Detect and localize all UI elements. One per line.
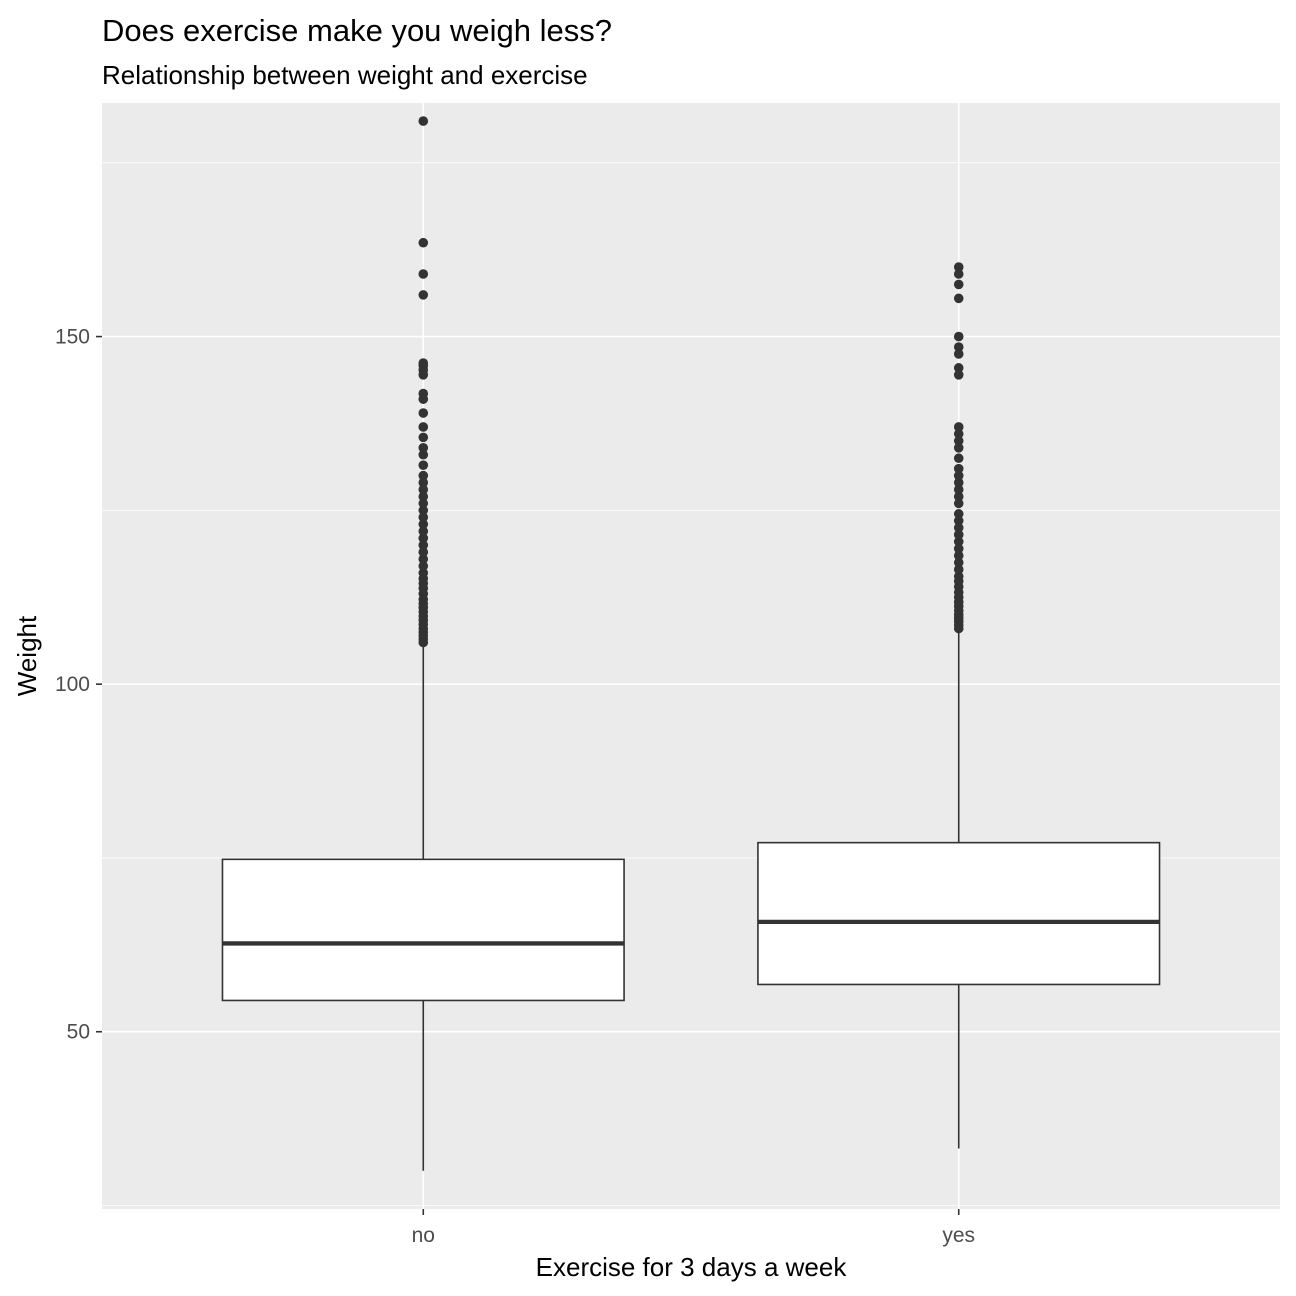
outlier-point <box>418 290 429 300</box>
box-layer <box>221 116 1161 1171</box>
iqr-box <box>221 858 625 1002</box>
outlier-point <box>953 422 964 432</box>
outlier-point <box>418 388 429 399</box>
y-tick-label: 150 <box>55 326 90 349</box>
outlier-point <box>953 564 964 575</box>
outlier-point <box>953 370 964 380</box>
outlier-point <box>418 470 429 481</box>
outlier-point <box>953 442 964 453</box>
outlier-point <box>418 561 429 571</box>
outlier-point <box>418 477 429 488</box>
outlier-point <box>418 519 429 530</box>
outlier-point <box>418 449 429 460</box>
outlier-point <box>418 422 429 432</box>
outlier-point <box>418 460 429 470</box>
outlier-point <box>418 498 429 509</box>
outlier-point <box>953 349 964 359</box>
outlier-point <box>953 463 964 474</box>
outlier-point <box>953 550 964 561</box>
outlier-point <box>418 505 429 516</box>
chart-subtitle: Relationship between weight and exercise <box>102 60 588 90</box>
outlier-point <box>418 554 429 564</box>
outlier-point <box>418 526 429 537</box>
outlier-point <box>953 571 964 582</box>
outlier-point <box>953 293 964 304</box>
outlier-point <box>953 470 964 481</box>
outlier-point <box>953 484 964 495</box>
outlier-point <box>953 331 964 342</box>
outlier-point <box>418 116 429 126</box>
outlier-point <box>953 491 964 502</box>
outlier-point <box>418 568 429 578</box>
outlier-point <box>953 363 964 373</box>
y-tick-label: 50 <box>67 1021 90 1044</box>
iqr-box <box>757 841 1161 986</box>
outlier-point <box>953 543 964 554</box>
x-tick-label: yes <box>942 1224 975 1247</box>
outlier-point <box>953 529 964 540</box>
boxplot-yes <box>757 262 1161 1149</box>
outlier-point <box>418 237 429 248</box>
boxplot-no <box>221 116 625 1171</box>
plot-panel <box>102 103 1280 1209</box>
outlier-point <box>953 515 964 526</box>
outlier-point <box>953 557 964 568</box>
outlier-point <box>953 522 964 533</box>
outlier-point <box>418 512 429 523</box>
outlier-point <box>418 432 429 443</box>
outlier-point <box>953 436 964 446</box>
outlier-point <box>953 279 964 290</box>
outlier-point <box>953 262 964 272</box>
chart-title: Does exercise make you weigh less? <box>102 13 612 48</box>
outlier-point <box>418 269 429 279</box>
x-tick-label: no <box>412 1224 435 1247</box>
outlier-point <box>418 540 429 550</box>
outlier-point <box>953 477 964 488</box>
outlier-point <box>418 442 429 453</box>
y-axis-title: Weight <box>12 615 42 696</box>
outlier-point <box>953 453 964 464</box>
outlier-point <box>953 536 964 547</box>
outlier-point <box>953 498 964 509</box>
outlier-point <box>418 358 429 368</box>
outlier-point <box>418 547 429 557</box>
outlier-point <box>418 533 429 543</box>
outlier-point <box>418 484 429 495</box>
outlier-point <box>418 491 429 502</box>
outlier-point <box>953 429 964 439</box>
outlier-point <box>953 269 964 279</box>
outlier-point <box>953 509 964 519</box>
y-tick-label: 100 <box>55 673 90 696</box>
outlier-point <box>418 408 429 418</box>
outlier-point <box>953 342 964 352</box>
x-axis-title: Exercise for 3 days a week <box>536 1252 848 1282</box>
axis-layer: 50 100 150 no yes <box>55 326 975 1247</box>
